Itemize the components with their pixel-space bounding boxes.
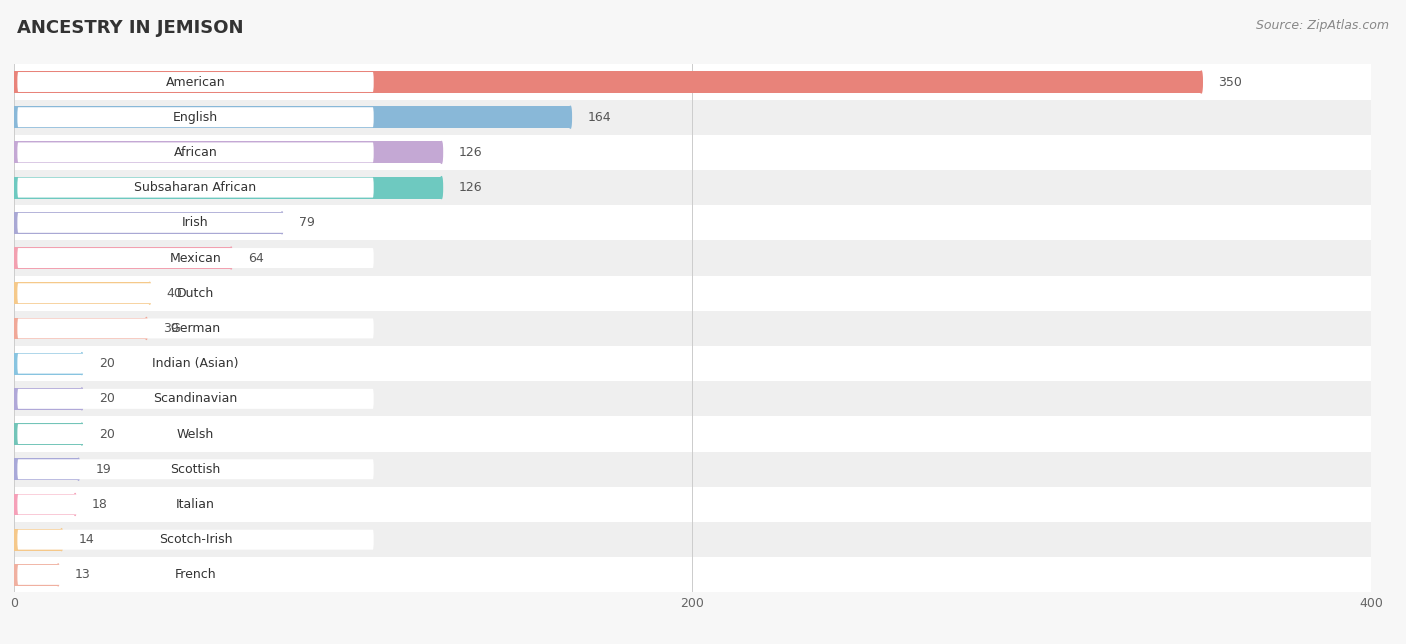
Text: 18: 18 <box>91 498 108 511</box>
Bar <box>14 212 283 234</box>
Text: 20: 20 <box>98 392 115 405</box>
Text: Scottish: Scottish <box>170 463 221 476</box>
Bar <box>14 381 1371 417</box>
Bar <box>14 423 82 445</box>
Text: 39: 39 <box>163 322 179 335</box>
Bar <box>14 493 75 515</box>
Text: 126: 126 <box>458 146 482 159</box>
FancyBboxPatch shape <box>17 495 374 515</box>
Circle shape <box>149 282 150 304</box>
Text: Scotch-Irish: Scotch-Irish <box>159 533 232 546</box>
Text: 79: 79 <box>299 216 315 229</box>
Text: 40: 40 <box>167 287 183 299</box>
Text: German: German <box>170 322 221 335</box>
Text: 14: 14 <box>79 533 94 546</box>
Bar <box>14 311 1371 346</box>
Circle shape <box>281 212 283 234</box>
Text: English: English <box>173 111 218 124</box>
FancyBboxPatch shape <box>17 389 374 409</box>
Circle shape <box>82 388 83 410</box>
Bar <box>14 346 1371 381</box>
Text: Scandinavian: Scandinavian <box>153 392 238 405</box>
FancyBboxPatch shape <box>17 178 374 198</box>
Circle shape <box>82 423 83 445</box>
Text: Indian (Asian): Indian (Asian) <box>152 357 239 370</box>
Text: Source: ZipAtlas.com: Source: ZipAtlas.com <box>1256 19 1389 32</box>
Text: 164: 164 <box>588 111 612 124</box>
Bar <box>14 100 1371 135</box>
Circle shape <box>58 564 59 586</box>
Bar <box>14 205 1371 240</box>
Text: 64: 64 <box>247 252 264 265</box>
Text: 126: 126 <box>458 181 482 194</box>
FancyBboxPatch shape <box>17 354 374 374</box>
Text: 20: 20 <box>98 357 115 370</box>
Bar <box>14 487 1371 522</box>
Bar <box>14 317 146 339</box>
FancyBboxPatch shape <box>17 108 374 127</box>
Text: Subsaharan African: Subsaharan African <box>135 181 256 194</box>
Text: Mexican: Mexican <box>170 252 221 265</box>
Text: ANCESTRY IN JEMISON: ANCESTRY IN JEMISON <box>17 19 243 37</box>
Text: African: African <box>174 146 218 159</box>
Bar <box>14 170 1371 205</box>
FancyBboxPatch shape <box>17 530 374 549</box>
Bar <box>14 240 1371 276</box>
Bar <box>14 417 1371 451</box>
Text: American: American <box>166 75 225 88</box>
Text: Irish: Irish <box>183 216 209 229</box>
FancyBboxPatch shape <box>17 565 374 585</box>
FancyBboxPatch shape <box>17 459 374 479</box>
Text: Welsh: Welsh <box>177 428 214 440</box>
Bar <box>14 353 82 375</box>
Bar <box>14 459 79 480</box>
FancyBboxPatch shape <box>17 283 374 303</box>
Text: 20: 20 <box>98 428 115 440</box>
Bar <box>14 247 231 269</box>
Text: 19: 19 <box>96 463 111 476</box>
Circle shape <box>1201 71 1202 93</box>
Bar <box>14 564 58 586</box>
Bar <box>14 557 1371 592</box>
Text: Italian: Italian <box>176 498 215 511</box>
Circle shape <box>145 317 148 339</box>
Text: Dutch: Dutch <box>177 287 214 299</box>
Bar <box>14 64 1371 100</box>
Circle shape <box>440 142 443 164</box>
Circle shape <box>82 353 83 375</box>
Bar <box>14 176 441 198</box>
Circle shape <box>60 529 63 551</box>
Circle shape <box>231 247 232 269</box>
Bar <box>14 451 1371 487</box>
FancyBboxPatch shape <box>17 72 374 92</box>
Bar <box>14 388 82 410</box>
Circle shape <box>440 176 443 198</box>
Text: 350: 350 <box>1218 75 1241 88</box>
Circle shape <box>77 459 80 480</box>
FancyBboxPatch shape <box>17 142 374 162</box>
Bar <box>14 529 62 551</box>
FancyBboxPatch shape <box>17 248 374 268</box>
Bar <box>14 142 441 164</box>
Text: French: French <box>174 569 217 582</box>
Bar <box>14 282 150 304</box>
Bar <box>14 106 571 128</box>
Bar <box>14 522 1371 557</box>
Circle shape <box>75 493 76 515</box>
Circle shape <box>569 106 571 128</box>
Bar <box>14 276 1371 311</box>
Bar <box>14 135 1371 170</box>
Bar <box>14 71 1201 93</box>
FancyBboxPatch shape <box>17 424 374 444</box>
FancyBboxPatch shape <box>17 319 374 338</box>
Text: 13: 13 <box>75 569 91 582</box>
FancyBboxPatch shape <box>17 213 374 232</box>
